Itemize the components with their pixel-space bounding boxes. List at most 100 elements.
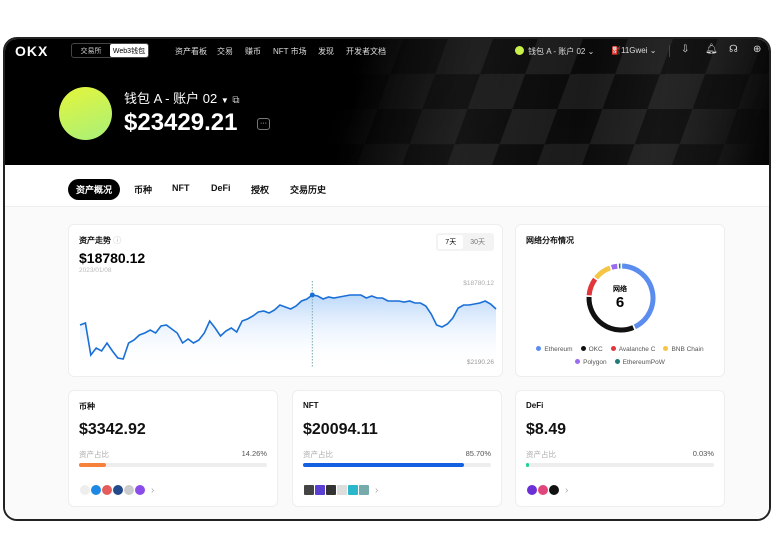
- info-icon: ⓘ: [113, 236, 122, 245]
- ratio-fill: [303, 463, 465, 467]
- account-name: 钱包 A - 账户 02: [528, 47, 586, 56]
- download-icon[interactable]: ⇩: [681, 44, 690, 55]
- tab-defi[interactable]: DeFi: [211, 183, 231, 193]
- range-30d[interactable]: 30天: [470, 239, 485, 246]
- asset-trend-card: 资产走势 ⓘ 7天 30天 $18780.12 2023/01/08 $1878…: [68, 224, 503, 377]
- okx-logo[interactable]: OKX: [15, 43, 49, 59]
- trend-chart[interactable]: [69, 225, 504, 378]
- summary-value: $8.49: [526, 421, 567, 438]
- legend-dot: [536, 346, 542, 351]
- legend-item: Polygon: [575, 359, 607, 366]
- legend-item: OKC: [580, 346, 603, 353]
- wallet-name: 钱包 A - 账户 02: [124, 91, 218, 106]
- legend-item: Avalanche C: [610, 346, 655, 353]
- asset-logo-icon: [358, 484, 370, 496]
- trend-line: [79, 294, 497, 360]
- ratio-bar: [303, 463, 491, 467]
- range-selector: 7天 30天: [436, 233, 494, 251]
- summary-title: 币种: [79, 402, 95, 411]
- caret-down-icon: ▼: [220, 96, 229, 105]
- globe-icon[interactable]: ⊕: [753, 44, 762, 55]
- app-window: OKX 交易所 Web3钱包 资产看板 交易 赚币 NFT 市场 发现 开发者文…: [3, 37, 771, 521]
- min-label: $2190.26: [466, 359, 494, 366]
- trend-date: 2023/01/08: [79, 267, 112, 274]
- max-label: $18780.12: [463, 280, 494, 287]
- headset-icon[interactable]: ☊: [729, 44, 738, 55]
- chevron-right-icon[interactable]: ›: [151, 484, 155, 496]
- chevron-down-icon: ⌄: [649, 46, 657, 55]
- donut-segment-ethereum: [621, 263, 656, 330]
- network-count: 6: [615, 294, 625, 311]
- wallet-switcher[interactable]: 钱包 A - 账户 02 ▼ ⧉: [124, 88, 240, 107]
- more-button[interactable]: ···: [257, 118, 270, 130]
- ratio-value: 85.70%: [465, 449, 491, 458]
- chevron-right-icon[interactable]: ›: [565, 484, 569, 496]
- toggle-exchange[interactable]: 交易所: [80, 47, 102, 55]
- summary-title: DeFi: [526, 401, 544, 410]
- gas-selector[interactable]: 11Gwei ⌄: [621, 46, 656, 55]
- total-balance: $23429.21: [124, 109, 238, 136]
- wallet-avatar: [59, 87, 112, 140]
- legend-item: EthereumPoW: [614, 359, 665, 366]
- legend-dot: [580, 346, 586, 351]
- donut-segment-polygon: [610, 263, 618, 270]
- network-title: 网络分布情况: [526, 236, 574, 245]
- trend-title: 资产走势 ⓘ: [79, 236, 122, 245]
- toggle-web3-wallet[interactable]: Web3钱包: [110, 44, 148, 57]
- legend-dot: [575, 359, 581, 364]
- chevron-right-icon[interactable]: ›: [375, 484, 379, 496]
- network-card: 网络分布情况 网络 6 Ethereum OKC Avalanche C BNB Ch…: [515, 224, 725, 377]
- legend-row: Polygon EthereumPoW: [516, 359, 724, 366]
- legend-item: Ethereum: [536, 346, 573, 353]
- donut-segment-avalanche-c: [586, 277, 598, 296]
- asset-icons[interactable]: ›: [79, 484, 154, 496]
- nav-item-dev-docs[interactable]: 开发者文档: [346, 47, 386, 56]
- chevron-down-icon: ⌄: [587, 47, 595, 56]
- legend-dot: [614, 359, 620, 364]
- ratio-value: 0.03%: [692, 449, 714, 458]
- ratio-bar: [526, 463, 714, 467]
- bell-icon[interactable]: 🔔︎: [705, 44, 718, 55]
- hover-point: [309, 292, 315, 298]
- hero-banner: [5, 39, 769, 165]
- asset-icons[interactable]: ›: [526, 484, 568, 496]
- tab-tokens[interactable]: 币种: [134, 185, 153, 195]
- donut-segment-okc: [586, 296, 635, 333]
- trend-area: [80, 295, 496, 367]
- ratio-label: 资产占比: [526, 450, 556, 459]
- summary-value: $3342.92: [79, 421, 146, 438]
- legend-row: Ethereum OKC Avalanche C BNB Chain: [516, 346, 724, 353]
- tab-nft[interactable]: NFT: [172, 183, 190, 193]
- donut-center-label: 网络: [613, 286, 627, 293]
- nav-item-dashboard[interactable]: 资产看板: [175, 47, 207, 56]
- tab-history[interactable]: 交易历史: [290, 185, 327, 195]
- ratio-bar: [79, 463, 267, 467]
- account-switcher[interactable]: 钱包 A - 账户 02 ⌄: [528, 46, 594, 57]
- ratio-fill: [79, 463, 106, 467]
- summary-card[interactable]: NFT $20094.11 资产占比 85.70% ›: [292, 390, 502, 507]
- summary-card[interactable]: DeFi $8.49 资产占比 0.03% ›: [515, 390, 725, 507]
- legend-item: BNB Chain: [663, 346, 704, 353]
- summary-title: NFT: [303, 401, 319, 410]
- range-7d[interactable]: 7天: [438, 235, 464, 249]
- gas-value: 11Gwei: [621, 46, 648, 55]
- account-avatar-icon: [515, 46, 524, 55]
- asset-icons[interactable]: ›: [303, 484, 378, 496]
- summary-card[interactable]: 币种 $3342.92 资产占比 14.26% ›: [68, 390, 278, 507]
- legend-dot: [610, 346, 616, 351]
- tab-overview[interactable]: 资产概况: [68, 179, 121, 200]
- ratio-value: 14.26%: [241, 449, 267, 458]
- copy-icon[interactable]: ⧉: [232, 95, 240, 106]
- nav-item-earn[interactable]: 赚币: [245, 47, 261, 56]
- mode-toggle[interactable]: 交易所 Web3钱包: [71, 43, 149, 58]
- trend-value: $18780.12: [79, 250, 146, 266]
- tab-approvals[interactable]: 授权: [251, 185, 270, 195]
- ratio-label: 资产占比: [303, 450, 333, 459]
- nav-item-discover[interactable]: 发现: [318, 47, 334, 56]
- nav-item-nft-market[interactable]: NFT 市场: [273, 47, 307, 56]
- summary-value: $20094.11: [303, 421, 378, 438]
- content-area: 资产走势 ⓘ 7天 30天 $18780.12 2023/01/08 $1878…: [5, 206, 769, 519]
- donut-segment-bnb-chain: [594, 265, 612, 280]
- ratio-label: 资产占比: [79, 450, 109, 459]
- nav-item-trade[interactable]: 交易: [217, 47, 233, 56]
